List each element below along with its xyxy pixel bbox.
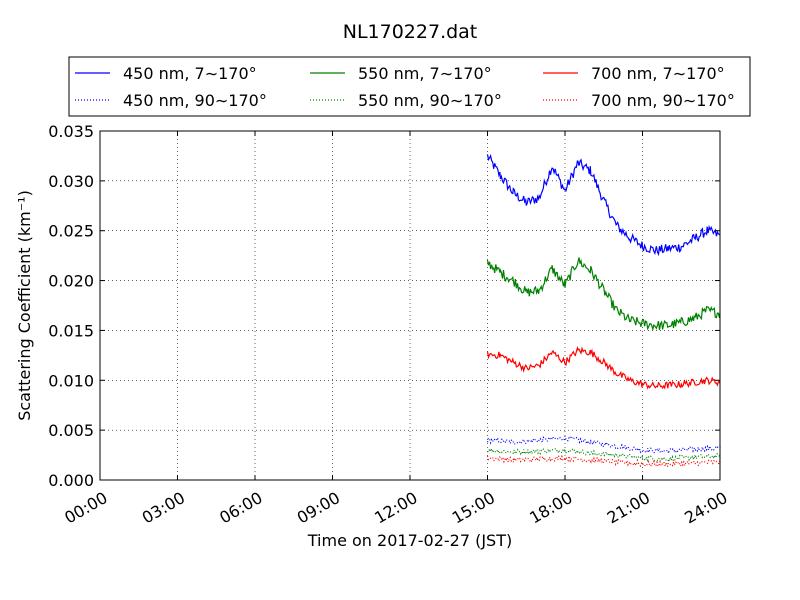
series-line (486, 153, 721, 257)
y-tick-label: 0.035 (48, 122, 94, 141)
legend-frame (68, 56, 751, 117)
series-line (486, 257, 721, 332)
y-tick-label: 0.010 (48, 371, 94, 390)
axis-ticks (99, 130, 721, 481)
y-tick-label: 0.005 (48, 421, 94, 440)
series-group (486, 153, 721, 469)
x-axis-label: Time on 2017-02-27 (JST) (307, 531, 512, 550)
legend-label: 550 nm, 90∼170° (358, 91, 502, 110)
series-line (487, 446, 721, 463)
legend-label: 450 nm, 7∼170° (123, 64, 257, 83)
series-line (486, 454, 721, 469)
legend-label: 450 nm, 90∼170° (123, 91, 267, 110)
legend-label: 700 nm, 90∼170° (591, 91, 735, 110)
y-tick-label: 0.015 (48, 321, 94, 340)
legend-label: 550 nm, 7∼170° (358, 64, 492, 83)
y-tick-label: 0.025 (48, 222, 94, 241)
y-tick-label: 0.000 (48, 471, 94, 490)
legend: 450 nm, 7∼170° 450 nm, 90∼170° 550 nm, 7∼1… (68, 56, 751, 117)
y-tick-labels: 0.000 0.005 0.010 0.015 0.020 0.025 0.030 0.035 (48, 122, 94, 490)
legend-label: 700 nm, 7∼170° (591, 64, 725, 83)
series-line (486, 345, 721, 390)
chart-title: NL170227.dat (343, 21, 478, 43)
y-tick-label: 0.020 (48, 272, 94, 291)
y-axis-label: Scattering Coefficient (km⁻¹) (15, 190, 34, 421)
y-tick-label: 0.030 (48, 172, 94, 191)
